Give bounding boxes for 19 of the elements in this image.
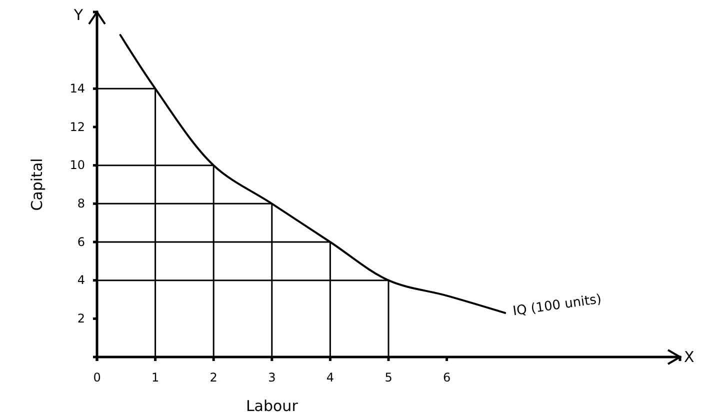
x-tick-label: 2 <box>210 370 218 385</box>
y-tick-label: 12 <box>70 120 85 134</box>
x-tick-label: 1 <box>151 370 160 385</box>
y-tick-label: 8 <box>77 196 85 211</box>
x-tick-label: 3 <box>268 370 276 385</box>
y-tick-label: 2 <box>77 312 85 326</box>
annotation: IQ (100 units) <box>512 292 602 320</box>
x-tick-label: 6 <box>442 370 451 385</box>
y-axis-title: Capital <box>28 158 46 211</box>
y-tick-label: 10 <box>70 158 85 172</box>
text: Y <box>72 6 84 24</box>
x-tick-label: 5 <box>384 370 392 385</box>
x-tick-label: 4 <box>326 370 334 385</box>
text: X <box>684 348 694 366</box>
x-axis-title: Labour <box>246 397 299 415</box>
y-tick-label: 4 <box>77 273 85 288</box>
y-tick-label: 6 <box>77 234 85 249</box>
x-tick-label: 0 <box>93 370 101 385</box>
y-tick-label: 14 <box>70 82 85 96</box>
